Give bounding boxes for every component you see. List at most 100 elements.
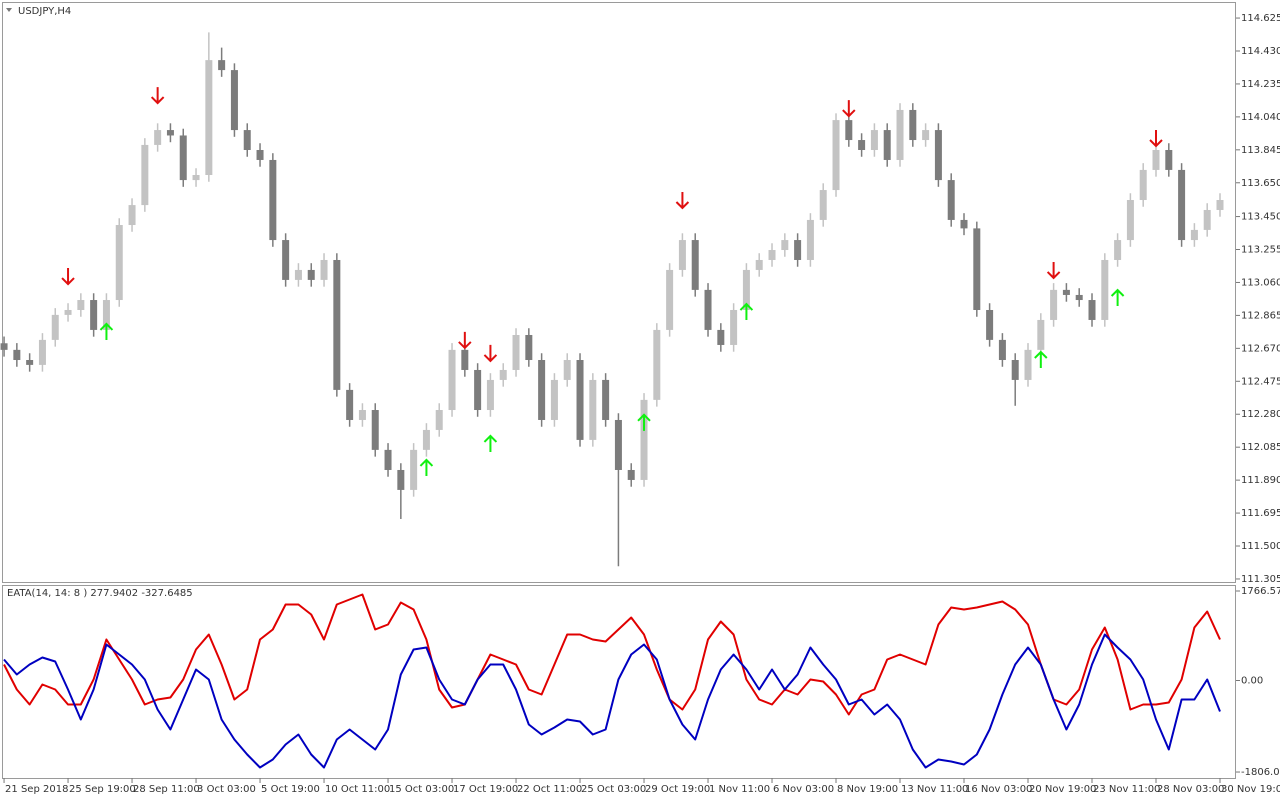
candle-body: [371, 410, 379, 450]
candle-body: [730, 309, 738, 345]
x-tick-label: 1 Nov 11:00: [709, 784, 770, 795]
candle-body: [410, 449, 418, 490]
candle-body: [589, 379, 597, 440]
y-tick-label: 112.280: [1241, 409, 1280, 420]
candle-body: [998, 339, 1006, 361]
sell-arrow: [675, 192, 690, 210]
candle-body: [1114, 240, 1122, 260]
candle-body: [845, 120, 853, 141]
candle-body: [346, 389, 354, 420]
candle-body: [973, 228, 981, 310]
y-tick-label: 114.430: [1241, 46, 1280, 57]
candle-body: [1050, 289, 1058, 320]
candle-body: [1011, 360, 1019, 380]
candle-body: [666, 269, 674, 330]
candle-body: [422, 429, 430, 450]
candle-body: [26, 360, 34, 365]
candle-body: [1165, 149, 1173, 170]
x-tick-label: 13 Nov 11:00: [901, 784, 968, 795]
y-tick-label: 112.865: [1241, 310, 1280, 321]
x-tick-label: 8 Nov 19:00: [837, 784, 898, 795]
candle-body: [141, 144, 149, 206]
candle-body: [102, 300, 110, 330]
candle-body: [1075, 294, 1083, 301]
candle-body: [896, 109, 904, 160]
y-tick-label: 111.695: [1241, 508, 1280, 519]
candle-body: [870, 130, 878, 150]
y-tick-label: 1766.5762: [1241, 586, 1280, 597]
candle-body: [627, 469, 635, 480]
x-tick-label: 22 Oct 11:00: [517, 784, 582, 795]
candle-body: [704, 289, 712, 330]
candle-body: [397, 469, 405, 490]
candle-body: [1178, 169, 1186, 241]
candle-body: [883, 130, 891, 160]
candle-body: [166, 130, 174, 136]
chart-title: USDJPY,H4: [18, 6, 71, 17]
indicator-line: [3, 633, 1221, 769]
y-tick-label: 0.00: [1241, 676, 1263, 687]
x-tick-label: 29 Oct 19:00: [645, 784, 710, 795]
indicator-line: [3, 593, 1221, 716]
candle-body: [435, 410, 443, 430]
y-tick-label: 112.670: [1241, 343, 1280, 354]
candle-body: [819, 190, 827, 220]
sell-arrow: [842, 100, 856, 118]
x-tick-label: 10 Oct 11:00: [325, 784, 390, 795]
buy-arrow: [739, 302, 754, 321]
candle-body: [128, 205, 136, 226]
buy-arrow: [419, 458, 434, 476]
candle-body: [947, 180, 955, 220]
candle-body: [653, 329, 661, 400]
y-tick-label: 112.475: [1241, 376, 1280, 387]
candle-body: [525, 334, 533, 361]
candle-body: [333, 259, 341, 390]
y-tick-label: 113.650: [1241, 178, 1280, 189]
candle-body: [550, 379, 558, 420]
x-tick-label: 16 Nov 03:00: [965, 784, 1032, 795]
x-tick-label: 25 Sep 19:00: [69, 784, 136, 795]
candle-body: [218, 60, 226, 71]
x-tick-label: 21 Sep 2018: [5, 784, 68, 795]
candle-body: [755, 259, 763, 270]
candle-body: [474, 369, 482, 411]
candle-body: [243, 130, 251, 150]
candle-body: [461, 349, 469, 370]
buy-arrow: [483, 434, 498, 452]
y-tick-label: 113.060: [1241, 277, 1280, 288]
y-tick-label: 111.890: [1241, 475, 1280, 486]
sell-arrow: [483, 344, 498, 363]
y-tick-label: 111.305: [1241, 574, 1280, 585]
y-tick-label: 113.450: [1241, 212, 1280, 223]
buy-arrow: [1034, 350, 1048, 369]
candle-body: [717, 329, 725, 345]
buy-arrow: [637, 413, 651, 431]
candle-body: [448, 349, 456, 411]
indicator-title: EATA(14, 14: 8 ) 277.9402 -327.6485: [7, 588, 193, 599]
candle-body: [1101, 259, 1109, 320]
candle-body: [832, 120, 840, 191]
sell-arrow: [458, 331, 472, 350]
candle-body: [602, 379, 610, 420]
y-tick-label: 113.255: [1241, 245, 1280, 256]
y-tick-label: 114.235: [1241, 79, 1280, 90]
candle-body: [77, 300, 85, 310]
candle-body: [256, 149, 264, 160]
candle-body: [1139, 169, 1147, 201]
candle-body: [794, 240, 802, 260]
x-tick-label: 28 Nov 03:00: [1157, 784, 1224, 795]
sell-arrow: [1149, 130, 1163, 148]
candle-body: [1203, 209, 1211, 230]
symbol-menu-icon[interactable]: [6, 8, 12, 12]
x-tick-label: 28 Sep 11:00: [133, 784, 200, 795]
x-tick-label: 23 Nov 11:00: [1093, 784, 1160, 795]
candle-body: [781, 240, 789, 251]
candle-body: [192, 175, 200, 181]
y-tick-label: -1806.090: [1241, 767, 1280, 778]
candle-body: [691, 240, 699, 290]
candle-body: [742, 269, 750, 310]
candle-body: [1062, 289, 1070, 295]
candle-body: [806, 219, 814, 260]
candle-body: [13, 349, 21, 361]
